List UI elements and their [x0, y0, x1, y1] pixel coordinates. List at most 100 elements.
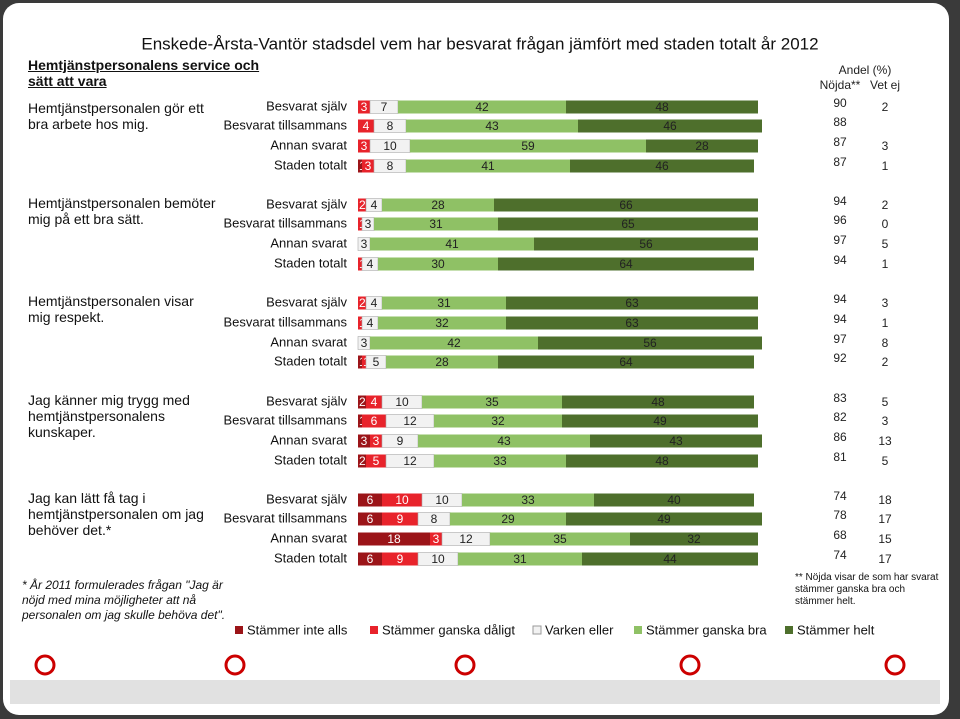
row-label: Annan svarat [270, 432, 347, 447]
legend-label: Stämmer inte alls [247, 622, 348, 637]
satisfied-value: 94 [833, 253, 847, 267]
segment-label: 31 [429, 217, 443, 231]
satisfied-value: 78 [833, 508, 847, 522]
segment-label: 4 [371, 296, 378, 310]
satisfied-value: 97 [833, 233, 847, 247]
bar-segment [358, 493, 382, 507]
question: Jag kan lätt få tag i hemtjänstpersonale… [28, 490, 204, 538]
dont-know-value: 3 [882, 414, 889, 428]
dont-know-value: 0 [882, 217, 889, 231]
segment-label: 6 [371, 414, 378, 428]
legend-marker [532, 625, 542, 635]
segment-label: 28 [695, 139, 709, 153]
row-label: Annan svarat [270, 137, 347, 152]
row-label: Besvarat tillsammans [223, 314, 347, 329]
segment-label: 4 [363, 119, 370, 133]
segment-label: 3 [361, 434, 368, 448]
bar-segment [434, 454, 566, 468]
bar-segment [538, 336, 762, 350]
bar-segment [358, 454, 366, 468]
segment-label: 3 [361, 336, 368, 350]
footnote: ** Nöjda visar de som har svarat stämmer… [795, 572, 939, 607]
bar-segment [362, 414, 386, 428]
segment-label: 41 [481, 159, 495, 173]
legend-marker [235, 626, 243, 634]
bar-segment [358, 139, 370, 153]
satisfied-value: 88 [833, 115, 847, 129]
satisfied-value: 97 [833, 332, 847, 346]
row-label: Annan svarat [270, 334, 347, 349]
bar-segment [506, 296, 758, 310]
segment-label: 42 [447, 336, 461, 350]
dont-know-value: 2 [882, 355, 889, 369]
segment-label: 4 [367, 257, 374, 271]
segment-label: 3 [361, 139, 368, 153]
bar-segment [358, 532, 430, 546]
segment-label: 48 [651, 395, 665, 409]
dont-know-value: 5 [882, 395, 889, 409]
bar-segment [358, 159, 362, 173]
dont-know-value: 3 [882, 296, 889, 310]
bar-segment [358, 217, 362, 231]
segment-label: 8 [431, 512, 438, 526]
row-label: Staden totalt [274, 452, 347, 467]
segment-label: 44 [663, 552, 677, 566]
bar-segment [566, 100, 758, 114]
dont-know-value: 5 [882, 237, 889, 251]
legend-label: Stämmer helt [797, 622, 875, 637]
segment-label: 5 [373, 355, 380, 369]
bar-segment [450, 512, 566, 526]
row-label: Staden totalt [274, 550, 347, 565]
segment-label: 12 [403, 414, 417, 428]
bar-segment [386, 355, 498, 369]
segment-label: 56 [639, 237, 653, 251]
segment-label: 2 [359, 454, 366, 468]
segment-label: 10 [383, 139, 397, 153]
bar-segment [410, 139, 646, 153]
satisfied-value: 86 [833, 430, 847, 444]
row-label: Besvarat själv [266, 196, 347, 211]
segment-label: 2 [359, 296, 366, 310]
row-label: Annan svarat [270, 530, 347, 545]
segment-label: 31 [437, 296, 451, 310]
segment-label: 46 [663, 119, 677, 133]
segment-label: 64 [619, 257, 633, 271]
segment-label: 32 [687, 532, 701, 546]
segment-label: 3 [373, 434, 380, 448]
dont-know-value: 1 [882, 316, 889, 330]
bar-segment [578, 119, 762, 133]
segment-label: 10 [395, 395, 409, 409]
segment-label: 40 [667, 493, 681, 507]
segment-label: 10 [395, 493, 409, 507]
bar-segment [358, 434, 370, 448]
dont-know-value: 15 [878, 532, 892, 546]
bar-segment [366, 395, 382, 409]
bar-segment [590, 434, 762, 448]
bar-segment [566, 512, 762, 526]
segment-label: 4 [371, 198, 378, 212]
bar-segment [382, 493, 422, 507]
satisfied-value: 68 [833, 528, 847, 542]
bar-segment [366, 454, 386, 468]
bar-segment [358, 198, 366, 212]
row-label: Annan svarat [270, 235, 347, 250]
row-label: Besvarat själv [266, 294, 347, 309]
bar-segment [358, 296, 366, 310]
segment-label: 65 [621, 217, 635, 231]
segment-label: 3 [433, 532, 440, 546]
bar-segment [534, 237, 758, 251]
segment-label: 2 [359, 395, 366, 409]
dont-know-value: 2 [882, 100, 889, 114]
segment-label: 64 [619, 355, 633, 369]
segment-label: 49 [653, 414, 667, 428]
bar-segment [490, 532, 630, 546]
bar-segment [498, 257, 754, 271]
segment-label: 31 [513, 552, 527, 566]
segment-label: 8 [387, 119, 394, 133]
bar-segment [434, 414, 562, 428]
segment-label: 6 [367, 512, 374, 526]
row-label: Besvarat själv [266, 393, 347, 408]
section-title: Hemtjänstpersonalens service och sätt at… [28, 57, 260, 89]
segment-label: 59 [521, 139, 535, 153]
